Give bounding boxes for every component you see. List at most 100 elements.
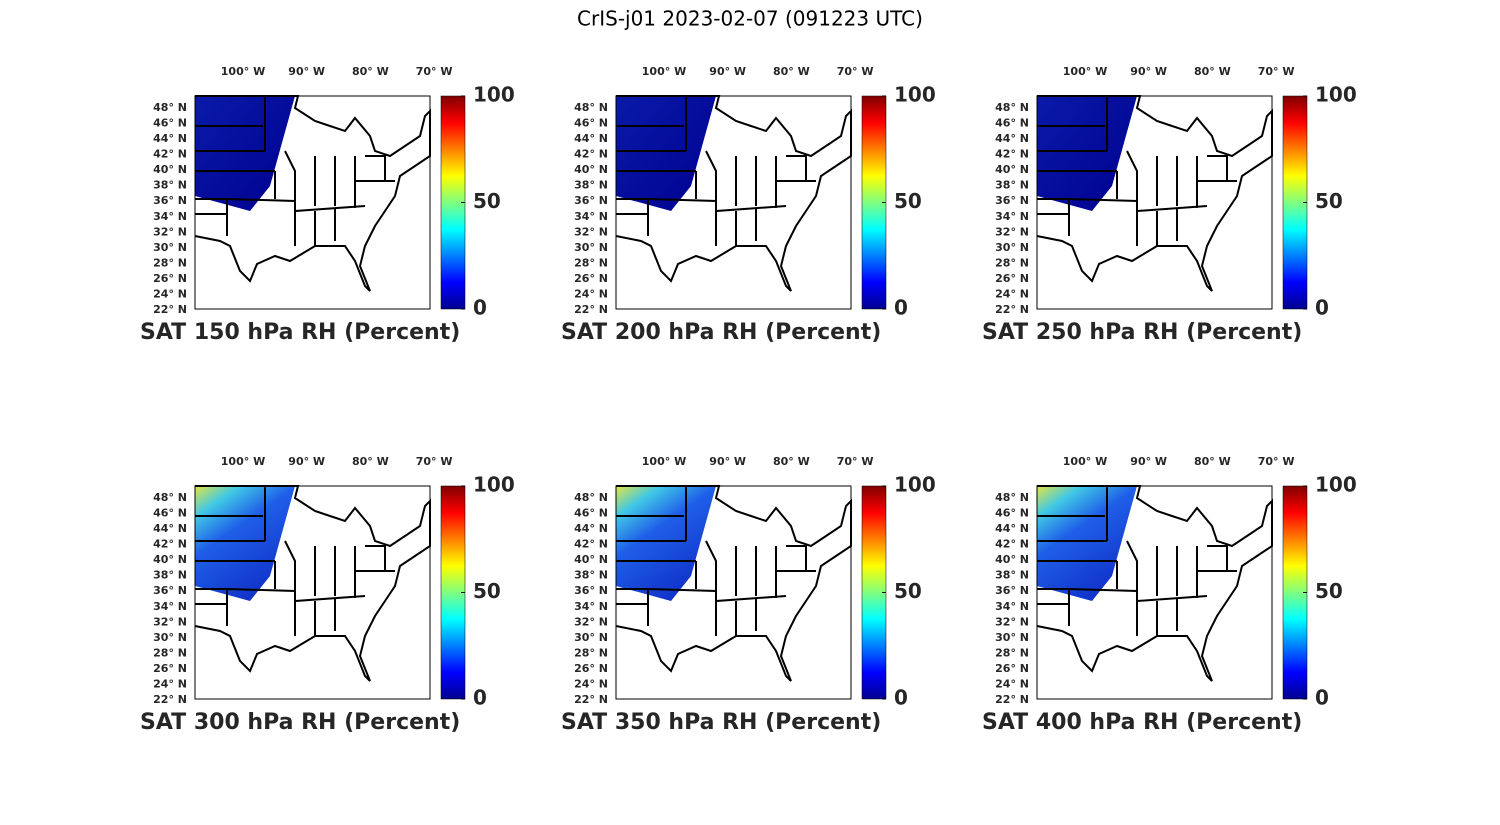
lat-tick-label: 28° N: [995, 646, 1029, 659]
lat-tick-label: 48° N: [153, 101, 187, 114]
data-swath: [195, 96, 295, 211]
lat-tick-label: 22° N: [574, 693, 608, 706]
lat-tick-label: 42° N: [153, 148, 187, 161]
lat-tick-label: 46° N: [153, 117, 187, 130]
lat-tick-label: 30° N: [574, 631, 608, 644]
colorbar-tick-label: 50: [894, 579, 922, 603]
lon-tick-label: 90° W: [709, 455, 746, 468]
lat-tick-label: 46° N: [574, 507, 608, 520]
lon-tick-label: 100° W: [1063, 455, 1107, 468]
colorbar-tick-label: 100: [894, 473, 936, 497]
panel-title: SAT 200 hPa RH (Percent): [561, 320, 881, 345]
colorbar-tick-label: 0: [473, 296, 487, 320]
map-panel: 100° W 90° W 80° W 70° W 48° N 46° N 44° N 42° …: [982, 455, 1357, 735]
lat-tick-label: 46° N: [995, 507, 1029, 520]
lat-tick-label: 30° N: [153, 631, 187, 644]
lat-tick-label: 46° N: [995, 117, 1029, 130]
map-frame: [194, 485, 431, 700]
colorbar-tick-label: 0: [894, 296, 908, 320]
lat-tick-label: 34° N: [153, 210, 187, 223]
lat-tick-label: 22° N: [995, 303, 1029, 316]
lon-tick-label: 100° W: [642, 455, 686, 468]
lat-tick-label: 28° N: [574, 256, 608, 269]
lat-tick-label: 46° N: [574, 117, 608, 130]
map-frame: [1036, 485, 1273, 700]
lat-tick-label: 40° N: [995, 553, 1029, 566]
colorbar-tick-label: 0: [894, 686, 908, 710]
lat-tick-label: 40° N: [995, 163, 1029, 176]
lon-tick-label: 70° W: [416, 65, 453, 78]
lat-tick-label: 30° N: [995, 241, 1029, 254]
lat-tick-label: 48° N: [995, 101, 1029, 114]
data-swath: [195, 486, 295, 601]
lon-tick-label: 100° W: [1063, 65, 1107, 78]
colorbar-tick-label: 50: [1315, 579, 1343, 603]
lat-tick-label: 24° N: [995, 677, 1029, 690]
lat-tick-label: 42° N: [153, 538, 187, 551]
lat-tick-label: 34° N: [995, 600, 1029, 613]
lat-tick-label: 32° N: [995, 615, 1029, 628]
lat-tick-label: 42° N: [995, 148, 1029, 161]
lat-tick-label: 34° N: [574, 600, 608, 613]
colorbar-tick-label: 50: [473, 579, 501, 603]
map-frame: [1036, 95, 1273, 310]
lat-tick-label: 40° N: [574, 163, 608, 176]
lat-tick-label: 42° N: [995, 538, 1029, 551]
lat-tick-label: 26° N: [995, 272, 1029, 285]
lat-tick-label: 34° N: [995, 210, 1029, 223]
lat-tick-label: 28° N: [153, 646, 187, 659]
colorbar-tick-label: 100: [473, 473, 515, 497]
lon-tick-label: 100° W: [642, 65, 686, 78]
map-panel: 100° W 90° W 80° W 70° W 48° N 46° N 44° N 42° …: [561, 65, 936, 345]
lon-tick-label: 80° W: [352, 455, 389, 468]
lat-tick-label: 44° N: [153, 132, 187, 145]
panel-title: SAT 400 hPa RH (Percent): [982, 710, 1302, 735]
colorbar-tick-label: 100: [1315, 83, 1357, 107]
colorbar-tick-label: 50: [473, 189, 501, 213]
lat-tick-label: 24° N: [153, 677, 187, 690]
lon-tick-label: 70° W: [416, 455, 453, 468]
lat-tick-label: 40° N: [574, 553, 608, 566]
colorbar-tick-label: 50: [1315, 189, 1343, 213]
lat-tick-label: 38° N: [574, 179, 608, 192]
lat-tick-label: 38° N: [995, 569, 1029, 582]
map-frame: [615, 95, 852, 310]
lat-tick-label: 44° N: [574, 522, 608, 535]
colorbar-tick-label: 100: [894, 83, 936, 107]
lat-tick-label: 30° N: [153, 241, 187, 254]
lat-tick-label: 44° N: [574, 132, 608, 145]
lat-tick-label: 48° N: [574, 491, 608, 504]
lat-tick-label: 22° N: [153, 303, 187, 316]
lat-tick-label: 34° N: [153, 600, 187, 613]
map-panel: 100° W 90° W 80° W 70° W 48° N 46° N 44° N 42° …: [140, 455, 515, 735]
lat-tick-label: 32° N: [574, 225, 608, 238]
lat-tick-label: 44° N: [995, 522, 1029, 535]
lat-tick-label: 26° N: [995, 662, 1029, 675]
lat-tick-label: 36° N: [995, 584, 1029, 597]
lat-tick-label: 32° N: [995, 225, 1029, 238]
lon-tick-label: 100° W: [221, 455, 265, 468]
lon-tick-label: 70° W: [1258, 455, 1295, 468]
figure-title: CrIS-j01 2023-02-07 (091223 UTC): [577, 7, 923, 31]
lat-tick-label: 30° N: [574, 241, 608, 254]
lat-tick-label: 34° N: [574, 210, 608, 223]
lat-tick-label: 48° N: [995, 491, 1029, 504]
lat-tick-label: 24° N: [574, 287, 608, 300]
lon-tick-label: 90° W: [288, 65, 325, 78]
lat-tick-label: 22° N: [995, 693, 1029, 706]
lat-tick-label: 22° N: [574, 303, 608, 316]
lat-tick-label: 26° N: [153, 272, 187, 285]
lon-tick-label: 70° W: [1258, 65, 1295, 78]
lat-tick-label: 36° N: [995, 194, 1029, 207]
colorbar-tick-label: 100: [473, 83, 515, 107]
lat-tick-label: 48° N: [153, 491, 187, 504]
lat-tick-label: 36° N: [574, 194, 608, 207]
lat-tick-label: 36° N: [574, 584, 608, 597]
colorbar-tick-label: 0: [1315, 296, 1329, 320]
lon-tick-label: 80° W: [773, 65, 810, 78]
lat-tick-label: 48° N: [574, 101, 608, 114]
lat-tick-label: 26° N: [153, 662, 187, 675]
panel-title: SAT 250 hPa RH (Percent): [982, 320, 1302, 345]
lon-tick-label: 70° W: [837, 455, 874, 468]
